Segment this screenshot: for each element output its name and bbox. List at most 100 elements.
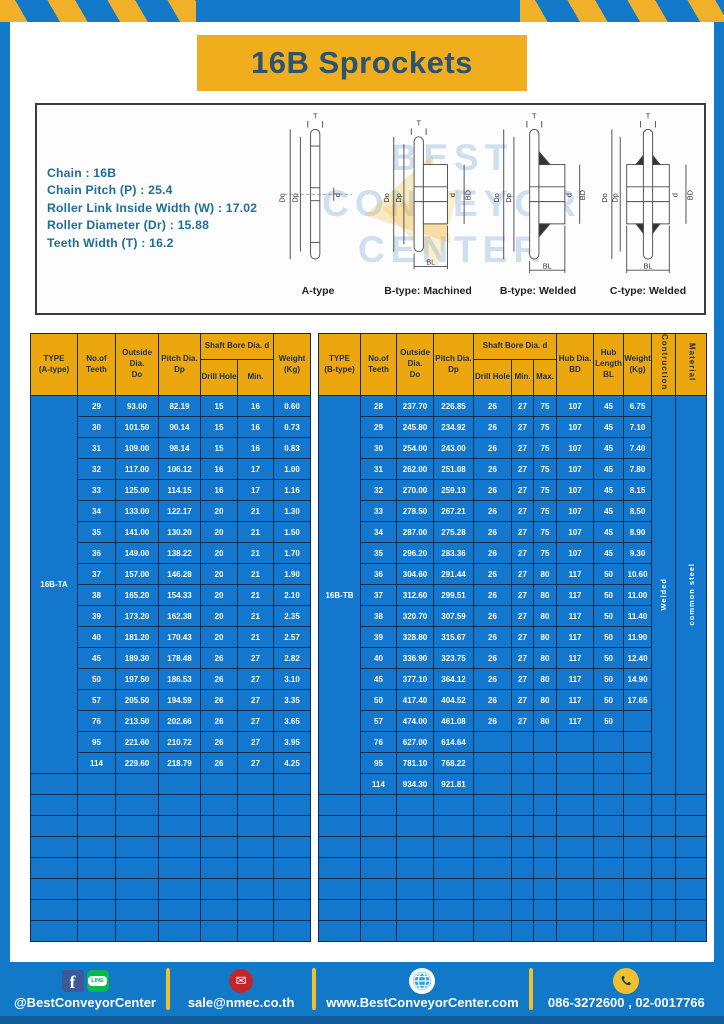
empty-cell [236, 815, 275, 837]
empty-cell [511, 794, 534, 816]
table-cell: 1.70 [273, 542, 312, 564]
facebook-icon[interactable]: f [61, 970, 84, 992]
empty-cell [651, 857, 677, 879]
table-cell: 210.72 [158, 731, 201, 753]
table-cell: 20 [200, 584, 238, 606]
line-icon[interactable]: LINE [86, 970, 109, 992]
table-cell: 38 [77, 584, 116, 606]
table-row: 40 336.90 323.75 26 27 80 117 50 12.40 [319, 647, 707, 669]
empty-cell [623, 794, 653, 816]
table-cell: 315.67 [433, 626, 474, 648]
table-cell: 27 [511, 521, 534, 543]
table-cell: 107 [556, 521, 595, 543]
table-row: 95 221.60 210.72 26 27 3.95 [31, 731, 312, 753]
table-row: 35 141.00 130.20 20 21 1.50 [31, 521, 312, 543]
table-cell: 45 [593, 395, 625, 417]
table-cell: 275.28 [433, 521, 474, 543]
table-cell: 614.64 [433, 731, 474, 753]
empty-cell [77, 815, 116, 837]
table-cell [532, 731, 558, 753]
footer-website: www.BestConveyorCenter.com [326, 968, 519, 1010]
empty-cell [556, 857, 595, 879]
empty-cell [360, 815, 397, 837]
table-cell: 107 [556, 395, 595, 417]
table-cell: 262.00 [396, 458, 434, 480]
table-cell: 323.75 [433, 647, 474, 669]
table-cell: 11.90 [623, 626, 653, 648]
table-cell: 173.20 [115, 605, 159, 627]
table-row: 39 328.80 315.67 26 27 80 117 50 11.90 [319, 626, 707, 648]
empty-row [30, 836, 312, 858]
table-cell: 27 [511, 542, 534, 564]
table-row: 57 205.50 194.59 26 27 3.35 [31, 689, 312, 711]
empty-row [30, 773, 312, 795]
col-header-drill-hole: Drill Hole [473, 359, 512, 396]
empty-cell [556, 815, 595, 837]
col-header-drill-hole: Drill Hole [200, 359, 238, 396]
table-cell: 80 [532, 584, 558, 606]
empty-cell [236, 899, 275, 921]
table-cell: 45 [593, 521, 625, 543]
empty-cell [273, 920, 312, 942]
construction-cell: Welded [651, 395, 677, 795]
globe-icon[interactable] [409, 968, 436, 994]
table-cell: 37 [360, 584, 397, 606]
table-cell: 26 [200, 689, 238, 711]
table-cell: 106.12 [158, 458, 201, 480]
svg-text:BD: BD [464, 190, 473, 200]
table-cell: 26 [473, 479, 512, 501]
col-header-hub-length: Hub Length BL [593, 333, 625, 396]
table-cell: 76 [360, 731, 397, 753]
empty-cell [360, 899, 397, 921]
empty-cell [200, 899, 238, 921]
table-cell: 117 [556, 563, 595, 585]
table-cell: 32 [77, 458, 116, 480]
table-cell: 27 [511, 395, 534, 417]
empty-cell [623, 815, 653, 837]
a-type-sprocket-table: TYPE (A-type) No.of Teeth Outside Dia. Do Pi… [30, 333, 312, 942]
empty-cell [675, 815, 708, 837]
table-cell: 474.00 [396, 710, 434, 732]
table-cell: 2.35 [273, 605, 312, 627]
table-cell: 15 [200, 416, 238, 438]
mail-icon[interactable]: ✉ [229, 969, 254, 993]
table-cell: 26 [473, 563, 512, 585]
table-cell: 32 [360, 479, 397, 501]
table-cell: 80 [532, 647, 558, 669]
table-cell: 287.00 [396, 521, 434, 543]
table-cell: 26 [473, 437, 512, 459]
table-cell: 291.44 [433, 563, 474, 585]
empty-cell [158, 878, 201, 900]
diagram-label: B-type: Welded [499, 285, 577, 297]
table-cell: 781.10 [396, 752, 434, 774]
empty-row [318, 836, 708, 858]
empty-cell [77, 899, 116, 921]
table-cell: 194.59 [158, 689, 201, 711]
col-header-type: TYPE (B-type) [318, 333, 361, 396]
table-cell: 27 [236, 731, 275, 753]
table-row: 50 417.40 404.52 26 27 80 117 50 17.65 [319, 689, 707, 711]
table-row: 16B-TB 28 237.70 226.85 26 27 75 107 45 6.75 Welde… [318, 395, 708, 795]
table-cell: 165.20 [115, 584, 159, 606]
empty-cell [651, 815, 677, 837]
table-cell: 20 [200, 605, 238, 627]
svg-text:Dp: Dp [291, 193, 300, 202]
table-cell: 20 [200, 521, 238, 543]
table-row: 114 934.30 921.81 [319, 773, 707, 795]
empty-cell [593, 857, 625, 879]
empty-cell [532, 857, 558, 879]
empty-cell [77, 773, 116, 795]
table-cell: 28 [360, 395, 397, 417]
table-cell: 461.08 [433, 710, 474, 732]
table-cell: 146.28 [158, 563, 201, 585]
table-cell: 307.59 [433, 605, 474, 627]
table-cell: 117 [556, 689, 595, 711]
phone-icon[interactable] [613, 968, 640, 994]
table-cell: 320.70 [396, 605, 434, 627]
empty-cell [115, 836, 159, 858]
empty-cell [77, 878, 116, 900]
svg-text:BL: BL [426, 258, 435, 267]
table-cell [623, 773, 653, 795]
table-cell: 7.40 [623, 437, 653, 459]
footer-divider [312, 968, 317, 1010]
